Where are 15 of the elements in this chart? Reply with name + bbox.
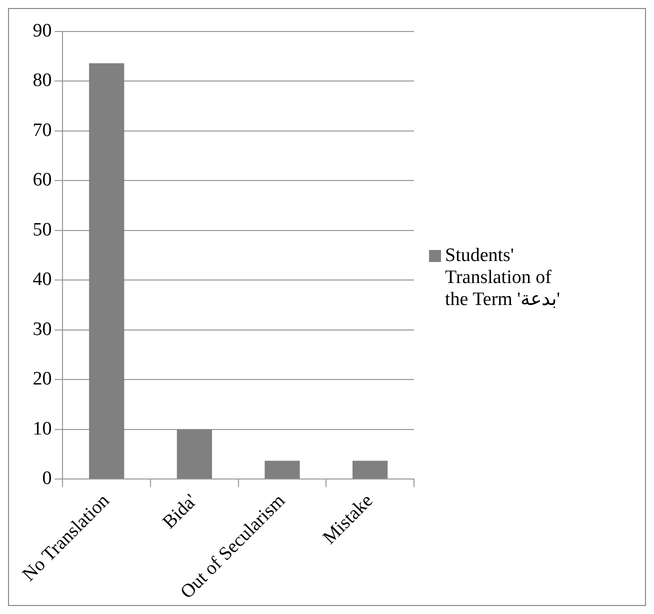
y-tick-label: 90 <box>32 20 52 42</box>
y-tick-label: 40 <box>32 269 52 290</box>
y-tick-label: 0 <box>42 468 52 490</box>
bar <box>264 460 300 479</box>
y-tick-label: 30 <box>32 318 52 340</box>
y-tick-label: 20 <box>32 368 52 390</box>
legend-label: Students' Translation of the Term 'بدعة' <box>445 245 562 311</box>
y-tick-label: 10 <box>32 418 52 440</box>
y-tick-label: 70 <box>32 120 52 141</box>
y-tick-label: 50 <box>32 219 52 240</box>
y-tick-label: 80 <box>32 70 52 92</box>
bar <box>352 460 388 479</box>
y-tick-label: 60 <box>32 170 52 191</box>
bar <box>176 429 212 479</box>
bar <box>89 63 124 479</box>
